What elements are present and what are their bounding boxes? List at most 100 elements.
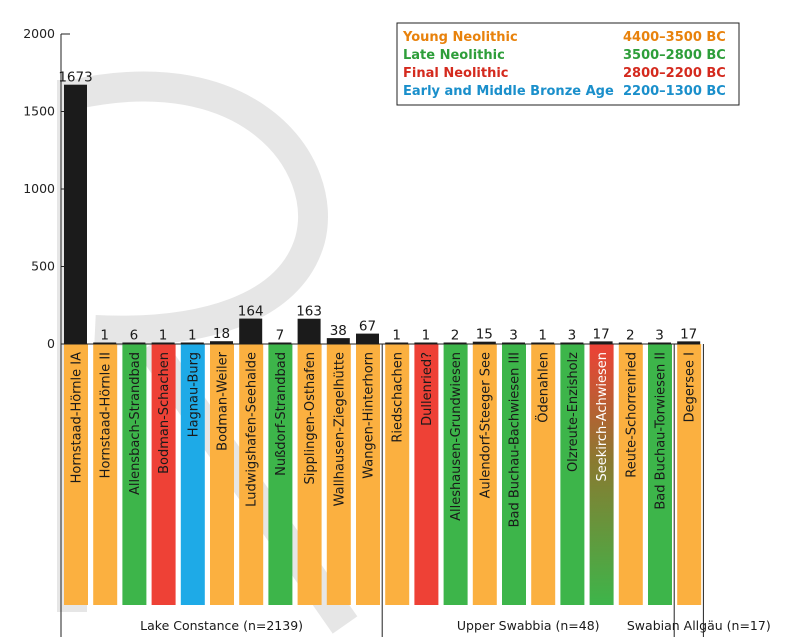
period-strip bbox=[268, 344, 293, 605]
period-strip bbox=[618, 344, 643, 605]
site-label: Allensbach-Strandbad bbox=[128, 352, 143, 495]
bar bbox=[180, 342, 204, 344]
site-label: Bodman-Weiler bbox=[216, 351, 231, 450]
bar-value-label: 15 bbox=[476, 327, 493, 343]
site-label: Riedschachen bbox=[391, 352, 406, 443]
bar bbox=[589, 341, 613, 344]
site-label: Alleshausen-Grundwiesen bbox=[449, 352, 464, 521]
bar bbox=[210, 341, 233, 344]
bar-value-label: 1 bbox=[392, 328, 401, 344]
period-strip bbox=[443, 344, 468, 605]
bar-value-label: 3 bbox=[655, 328, 664, 344]
bar bbox=[648, 342, 671, 344]
period-strip bbox=[677, 344, 702, 605]
bar-value-label: 17 bbox=[680, 326, 697, 342]
bar bbox=[414, 342, 438, 344]
value-bars bbox=[64, 84, 701, 344]
site-labels: Hornstaad-Hörnle IA Hornstaad-Hörnle II Al… bbox=[70, 351, 698, 527]
bar-value-label: 17 bbox=[593, 326, 610, 342]
bar-value-label: 67 bbox=[359, 319, 376, 335]
period-strip bbox=[151, 344, 176, 605]
period-strip bbox=[122, 344, 147, 605]
site-label: Nußdorf-Strandbad bbox=[274, 352, 289, 476]
bar-value-label: 1 bbox=[422, 328, 431, 344]
site-label: Ödenahlen bbox=[535, 352, 552, 423]
period-strip bbox=[239, 344, 264, 605]
period-strip bbox=[648, 344, 672, 605]
site-label: Hornstaad-Hörnle IA bbox=[70, 352, 85, 483]
legend-period-name: Late Neolithic bbox=[403, 48, 505, 63]
bar bbox=[472, 341, 496, 344]
bar-value-label: 7 bbox=[276, 328, 285, 344]
bar bbox=[297, 318, 321, 344]
bar bbox=[64, 84, 87, 344]
legend-period-name: Young Neolithic bbox=[402, 30, 518, 45]
bar-value-label: 3 bbox=[568, 328, 577, 344]
region-group-label: Upper Swabbia (n=48) bbox=[457, 618, 600, 633]
bar-value-label: 1 bbox=[100, 328, 109, 344]
period-strip bbox=[93, 344, 118, 605]
legend-period-date: 2800–2200 BC bbox=[623, 66, 726, 81]
site-label: Degersee I bbox=[683, 352, 698, 422]
bar-value-label: 18 bbox=[213, 326, 230, 342]
period-strip bbox=[385, 344, 410, 605]
legend-period-name: Early and Middle Bronze Age bbox=[403, 84, 614, 99]
period-band bbox=[64, 344, 702, 605]
site-label: Bad Buchau-Torwiesen II bbox=[654, 352, 669, 510]
period-strip bbox=[414, 344, 439, 605]
period-strip bbox=[560, 344, 585, 605]
period-strip bbox=[589, 344, 614, 605]
period-strip bbox=[210, 344, 234, 605]
bar bbox=[385, 342, 409, 344]
period-strip bbox=[64, 344, 88, 605]
site-label: Wallhausen-Ziegelhütte bbox=[332, 352, 347, 506]
site-label: Ludwigshafen-Seehalde bbox=[245, 352, 260, 507]
bar bbox=[151, 342, 175, 344]
site-label: Aulendorf-Steeger See bbox=[478, 352, 493, 498]
bar bbox=[502, 342, 525, 344]
bar-value-label: 1673 bbox=[58, 70, 92, 86]
y-tick-label: 500 bbox=[31, 259, 55, 274]
bar bbox=[560, 342, 584, 344]
period-strip bbox=[531, 344, 556, 605]
bar-value-label: 1 bbox=[538, 328, 547, 344]
y-tick-label: 1500 bbox=[23, 104, 55, 119]
bar bbox=[122, 342, 146, 344]
bar bbox=[618, 342, 642, 344]
site-label: Bodman-Schachen bbox=[157, 352, 172, 474]
bar-value-label: 1 bbox=[188, 328, 197, 344]
period-strip bbox=[326, 344, 351, 605]
y-tick-label: 1000 bbox=[23, 181, 55, 196]
legend-period-date: 2200–1300 BC bbox=[623, 84, 726, 99]
site-label: Reute-Schorrenried bbox=[624, 352, 639, 478]
site-label: Bad Buchau-Bachwiesen III bbox=[508, 352, 523, 527]
period-strip bbox=[472, 344, 497, 605]
bar-value-label: 163 bbox=[296, 304, 322, 320]
period-strip bbox=[180, 344, 205, 605]
bar-value-label: 2 bbox=[451, 328, 460, 344]
legend-period-date: 3500–2800 BC bbox=[623, 48, 726, 63]
bar bbox=[93, 342, 117, 344]
site-label: Dullenried? bbox=[420, 352, 435, 426]
region-group-label: Lake Constance (n=2139) bbox=[140, 618, 303, 633]
bar-value-label: 164 bbox=[238, 304, 264, 320]
bar bbox=[531, 342, 555, 344]
y-tick-label: 0 bbox=[47, 336, 55, 351]
legend-period-date: 4400–3500 BC bbox=[623, 30, 726, 45]
bar bbox=[239, 318, 263, 344]
site-label: Hornstaad-Hörnle II bbox=[99, 352, 114, 478]
site-label: Olzreute-Enzisholz bbox=[566, 352, 581, 472]
site-label: Sipplingen-Osthafen bbox=[303, 352, 318, 485]
legend-box bbox=[396, 22, 740, 106]
period-strip bbox=[297, 344, 322, 605]
period-strip bbox=[356, 344, 380, 605]
bar bbox=[443, 342, 467, 344]
bar bbox=[677, 341, 701, 344]
bar-value-label: 6 bbox=[130, 328, 139, 344]
legend-period-name: Final Neolithic bbox=[403, 66, 509, 81]
legend: Young Neolithic 4400–3500 BC Late Neolithi… bbox=[396, 22, 740, 106]
region-groups: Lake Constance (n=2139) Upper Swabbia (n=… bbox=[60, 344, 771, 637]
bar-value-label: 3 bbox=[509, 328, 518, 344]
